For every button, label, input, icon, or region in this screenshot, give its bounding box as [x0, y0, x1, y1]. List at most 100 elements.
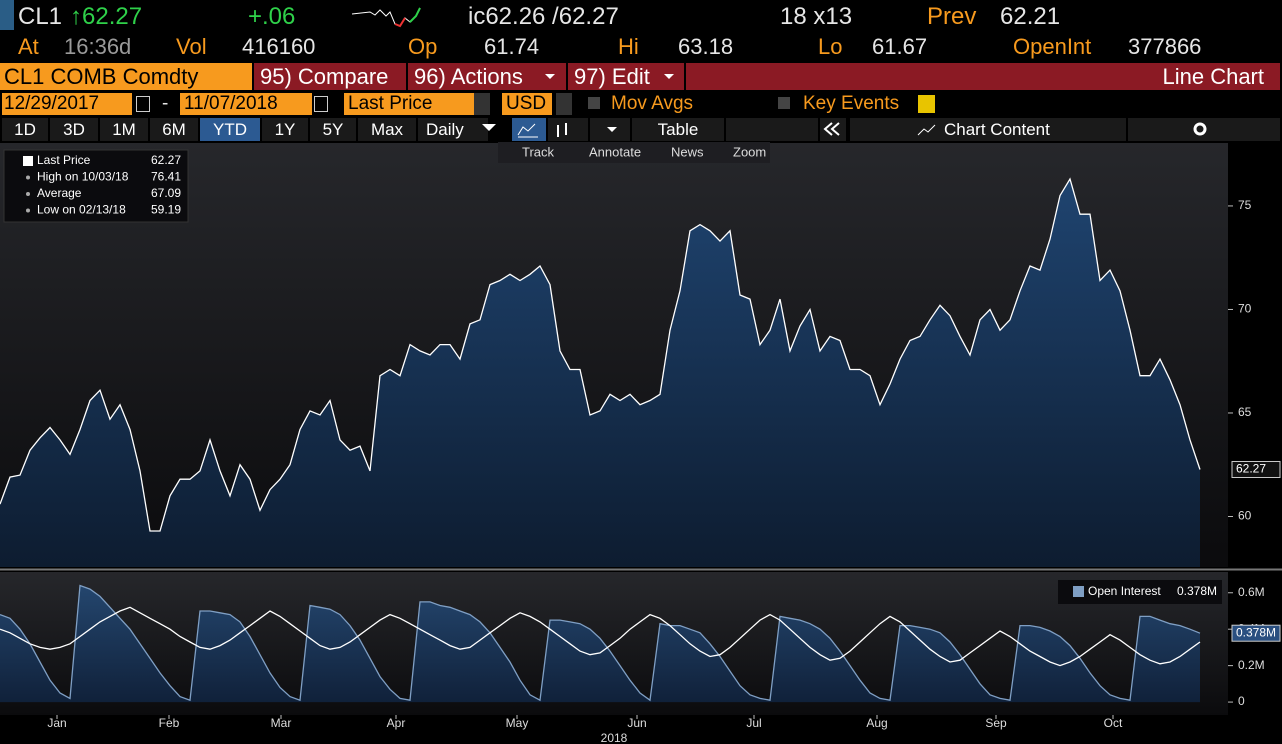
label: Vol	[176, 34, 207, 59]
currency-select[interactable]: USD	[502, 93, 552, 115]
size: 18 x13	[780, 3, 853, 30]
last-value-flag	[1231, 624, 1281, 642]
y-tick-label: 60	[1238, 509, 1252, 523]
field-select[interactable]: Last Price	[344, 93, 474, 115]
x-tick-label: Aug	[866, 716, 887, 730]
label: At	[18, 34, 39, 59]
range-button[interactable]: 5Y	[310, 118, 356, 141]
dropdown-arrow	[545, 74, 555, 84]
legend-key	[26, 175, 30, 180]
label: Lo	[818, 34, 843, 59]
y-tick-label: 65	[1238, 405, 1252, 419]
legend-label: Average	[37, 186, 82, 200]
key-events[interactable]: Key Events	[803, 93, 900, 114]
y-tick-label: 70	[1238, 302, 1252, 316]
start-date[interactable]: 12/29/2017	[2, 93, 132, 115]
calendar-icon[interactable]	[314, 96, 328, 112]
legend-label: Open Interest	[1088, 584, 1161, 598]
y-tick-label: 0	[1238, 694, 1245, 708]
range-button[interactable]: 1D	[2, 118, 48, 141]
range-button[interactable]: 1Y	[262, 118, 308, 141]
value: 61.67	[872, 34, 928, 59]
x-axis-label: 2018	[601, 731, 628, 744]
chart-content[interactable]: Chart Content	[850, 118, 1126, 141]
ticker: CL1	[18, 3, 63, 30]
select-arrow[interactable]	[474, 93, 490, 115]
tool[interactable]: News	[671, 144, 704, 159]
value: 416160	[242, 34, 316, 59]
table-button[interactable]: Table	[632, 118, 724, 141]
period-select[interactable]: Daily	[418, 118, 488, 141]
gear-icon	[1193, 122, 1207, 136]
legend-key	[26, 192, 30, 196]
arrow-icon	[607, 127, 617, 132]
x-tick-label: Jun	[627, 716, 646, 730]
security-field[interactable]: CL1 COMB Comdty	[0, 63, 252, 90]
last-value-label: 62.27	[1236, 462, 1266, 476]
line	[0, 584, 1201, 702]
date-dash: -	[162, 93, 169, 114]
toolbar-icons	[517, 122, 1207, 138]
last-value-label: 0.378M	[1236, 625, 1276, 639]
checkbox[interactable]	[588, 97, 600, 109]
y-tick-label: 0.2M	[1238, 658, 1265, 672]
value: 377866	[1128, 34, 1202, 59]
x-tick-label: Oct	[1104, 716, 1123, 730]
prev-label: Prev	[927, 3, 977, 30]
legend-box	[1058, 580, 1222, 604]
x-tick-label: Apr	[387, 716, 406, 730]
tool[interactable]: Annotate	[589, 144, 641, 159]
value: 61.74	[484, 34, 540, 59]
checkbox[interactable]	[778, 97, 790, 109]
tool[interactable]: Zoom	[733, 144, 766, 159]
x-tick-label: Sep	[985, 716, 1007, 730]
info-icon[interactable]	[918, 95, 935, 113]
value: 63.18	[678, 34, 734, 59]
range-button[interactable]: Max	[358, 118, 416, 141]
chart-toolbar	[498, 142, 770, 163]
x-tick-label: Jul	[746, 716, 761, 730]
dropdown-arrow	[482, 124, 496, 138]
compare-tab[interactable]: 95) Compare	[254, 63, 406, 90]
blank-field	[726, 118, 818, 141]
range-button[interactable]: 6M	[150, 118, 198, 141]
actions-tab[interactable]: 96) Actions	[408, 63, 566, 90]
dropdown-arrow	[664, 74, 674, 84]
legend-box	[3, 149, 189, 223]
x-tick-label: Mar	[271, 716, 292, 730]
line	[0, 177, 1201, 532]
range-button[interactable]: YTD	[200, 118, 260, 141]
end-date[interactable]: 11/07/2018	[180, 93, 312, 115]
prev: 62.21	[1000, 3, 1061, 30]
legend-value: 67.09	[151, 186, 181, 200]
range-button[interactable]: 3D	[50, 118, 98, 141]
legend-value: 76.41	[151, 170, 181, 184]
last-value-flag	[1231, 460, 1281, 478]
collapse-icon	[823, 122, 840, 136]
legend-label: High on 10/03/18	[37, 170, 129, 184]
last-price: ↑62.27	[70, 3, 143, 30]
sparkline	[351, 7, 421, 28]
bid-ask: ic62.26 /62.27	[468, 3, 619, 30]
y-tick-label: 75	[1238, 198, 1252, 212]
chart-icon	[917, 124, 936, 136]
y-tick-label: 0.6M	[1238, 585, 1265, 599]
label: Hi	[618, 34, 639, 59]
legend-value: 59.19	[151, 203, 181, 217]
legend-key	[23, 156, 33, 166]
line-icon	[517, 123, 538, 138]
range-button[interactable]: 1M	[100, 118, 148, 141]
x-tick-label: May	[506, 716, 529, 730]
legend-key	[1073, 586, 1084, 597]
tool[interactable]: Track	[522, 144, 555, 159]
area	[0, 179, 1200, 567]
change: +.06	[248, 3, 296, 30]
calendar-icon[interactable]	[136, 96, 150, 112]
x-tick-label: Jan	[47, 716, 66, 730]
legend-key	[26, 208, 30, 213]
select-arrow[interactable]	[556, 93, 572, 115]
legend-value: 0.378M	[1177, 584, 1217, 598]
legend-label: Last Price	[37, 153, 91, 167]
mov-avgs[interactable]: Mov Avgs	[611, 93, 694, 114]
